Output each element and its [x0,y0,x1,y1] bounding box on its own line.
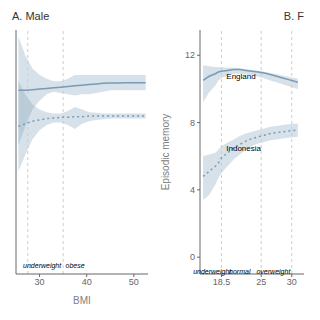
svg-text:40: 40 [82,277,92,287]
svg-text:30: 30 [35,277,45,287]
svg-text:0: 0 [190,252,195,262]
html-text:B. F: B. F [283,10,304,22]
svg-text:underweight: underweight [23,262,62,270]
svg-text:normal: normal [229,268,251,275]
svg-text:18.5: 18.5 [213,277,231,287]
svg-text:4: 4 [190,185,195,195]
svg-text:8: 8 [190,118,195,128]
svg-text:underweight: underweight [193,268,232,276]
svg-text:25: 25 [256,277,266,287]
svg-text:Episodic memory: Episodic memory [160,114,171,191]
svg-text:12: 12 [185,50,195,60]
svg-text:overweight: overweight [256,268,291,276]
svg-text:30: 30 [287,277,297,287]
svg-text:50: 50 [129,277,139,287]
svg-text:Indonesia: Indonesia [226,144,261,153]
html-text:A. Male: A. Male [12,10,50,22]
svg-text:England: England [226,72,255,81]
svg-text:obese: obese [66,262,85,269]
svg-text:BMI: BMI [73,295,91,306]
